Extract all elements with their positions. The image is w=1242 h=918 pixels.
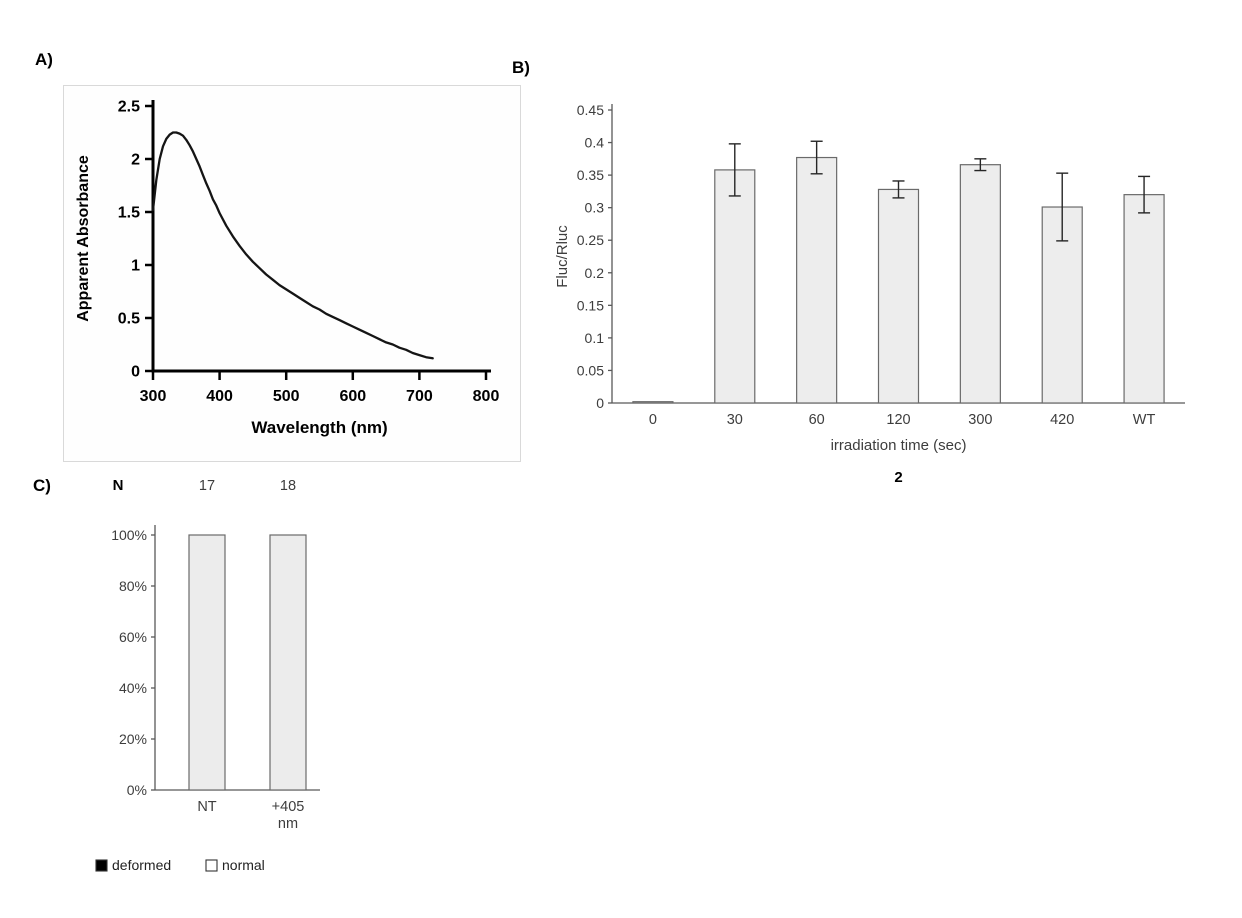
category-label: 300 bbox=[968, 412, 992, 428]
x-tick-label: 500 bbox=[273, 388, 300, 405]
bar bbox=[714, 169, 756, 404]
category-label: 420 bbox=[1050, 412, 1074, 428]
x-axis-title: Wavelength (nm) bbox=[251, 418, 387, 437]
x-tick-label: 800 bbox=[473, 388, 500, 405]
y-tick-label: 1.5 bbox=[118, 205, 140, 222]
x-axis-title: irradiation time (sec) bbox=[831, 437, 967, 454]
x-tick-label: 600 bbox=[339, 388, 366, 405]
y-tick-label: 0.5 bbox=[118, 311, 140, 328]
y-tick-label: 1 bbox=[131, 258, 140, 275]
category-label: nm bbox=[278, 816, 298, 832]
category-label: 120 bbox=[886, 412, 910, 428]
y-tick-label: 0.3 bbox=[585, 200, 605, 216]
y-tick-label: 20% bbox=[119, 731, 147, 747]
absorbance-spectrum-chart: 0 0.5 1 1.5 2 2.5 300 400 500 600 700 800 Apparent A… bbox=[75, 99, 500, 438]
y-tick-label: 60% bbox=[119, 629, 147, 645]
legend-label: deformed bbox=[112, 857, 171, 873]
category-label: 0 bbox=[649, 412, 657, 428]
bar bbox=[796, 156, 838, 404]
spectrum-curve bbox=[151, 131, 434, 360]
y-tick-label: 0.45 bbox=[577, 102, 604, 118]
bar bbox=[632, 401, 674, 404]
y-tick-label: 0 bbox=[596, 395, 604, 411]
n-value: 18 bbox=[280, 478, 296, 494]
category-label: 30 bbox=[727, 412, 743, 428]
fluc-rluc-bar-chart: 0 0.05 0.1 0.15 0.2 0.25 0.3 0.35 0.4 0.45 0 30 60 12… bbox=[554, 102, 1185, 486]
category-label: WT bbox=[1133, 412, 1156, 428]
y-tick-label: 0.2 bbox=[585, 265, 605, 281]
x-tick-label: 300 bbox=[140, 388, 167, 405]
x-tick-label: 700 bbox=[406, 388, 433, 405]
compound-number-label: 2 bbox=[894, 469, 902, 486]
legend-swatch-deformed bbox=[95, 859, 108, 872]
y-tick-label: 0.15 bbox=[577, 297, 604, 313]
y-tick-label: 40% bbox=[119, 680, 147, 696]
y-tick-label: 0% bbox=[127, 782, 147, 798]
panel-a-label: A) bbox=[35, 50, 53, 69]
y-axis-title: Apparent Absorbance bbox=[75, 155, 92, 322]
stacked-bar-segment bbox=[188, 534, 226, 791]
legend-label: normal bbox=[222, 857, 265, 873]
n-value: 17 bbox=[199, 478, 215, 494]
y-tick-label: 0.25 bbox=[577, 232, 604, 248]
panel-b-label: B) bbox=[512, 58, 530, 77]
bar bbox=[877, 188, 920, 404]
y-tick-label: 2 bbox=[131, 152, 140, 169]
y-axis-title: Fluc/Rluc bbox=[554, 225, 571, 288]
x-tick-label: 400 bbox=[206, 388, 233, 405]
category-label: 60 bbox=[809, 412, 825, 428]
y-tick-label: 80% bbox=[119, 578, 147, 594]
y-tick-label: 0.05 bbox=[577, 362, 604, 378]
bar bbox=[1123, 194, 1165, 404]
n-header-label: N bbox=[113, 477, 124, 494]
legend-swatch-normal bbox=[205, 859, 218, 872]
y-tick-label: 0.4 bbox=[585, 135, 605, 151]
panel-a-scan-frame: 0 0.5 1 1.5 2 2.5 300 400 500 600 700 800 Apparent A… bbox=[63, 85, 521, 462]
y-tick-label: 100% bbox=[111, 527, 147, 543]
panel-c-label: C) bbox=[33, 476, 51, 495]
stacked-bar-segment bbox=[269, 534, 307, 791]
y-tick-label: 0.1 bbox=[585, 330, 605, 346]
category-label: +405 bbox=[272, 799, 305, 815]
y-tick-label: 0.35 bbox=[577, 167, 604, 183]
bar bbox=[959, 164, 1001, 404]
category-label: NT bbox=[197, 799, 216, 815]
y-tick-label: 0 bbox=[131, 364, 140, 381]
y-tick-label: 2.5 bbox=[118, 99, 140, 116]
